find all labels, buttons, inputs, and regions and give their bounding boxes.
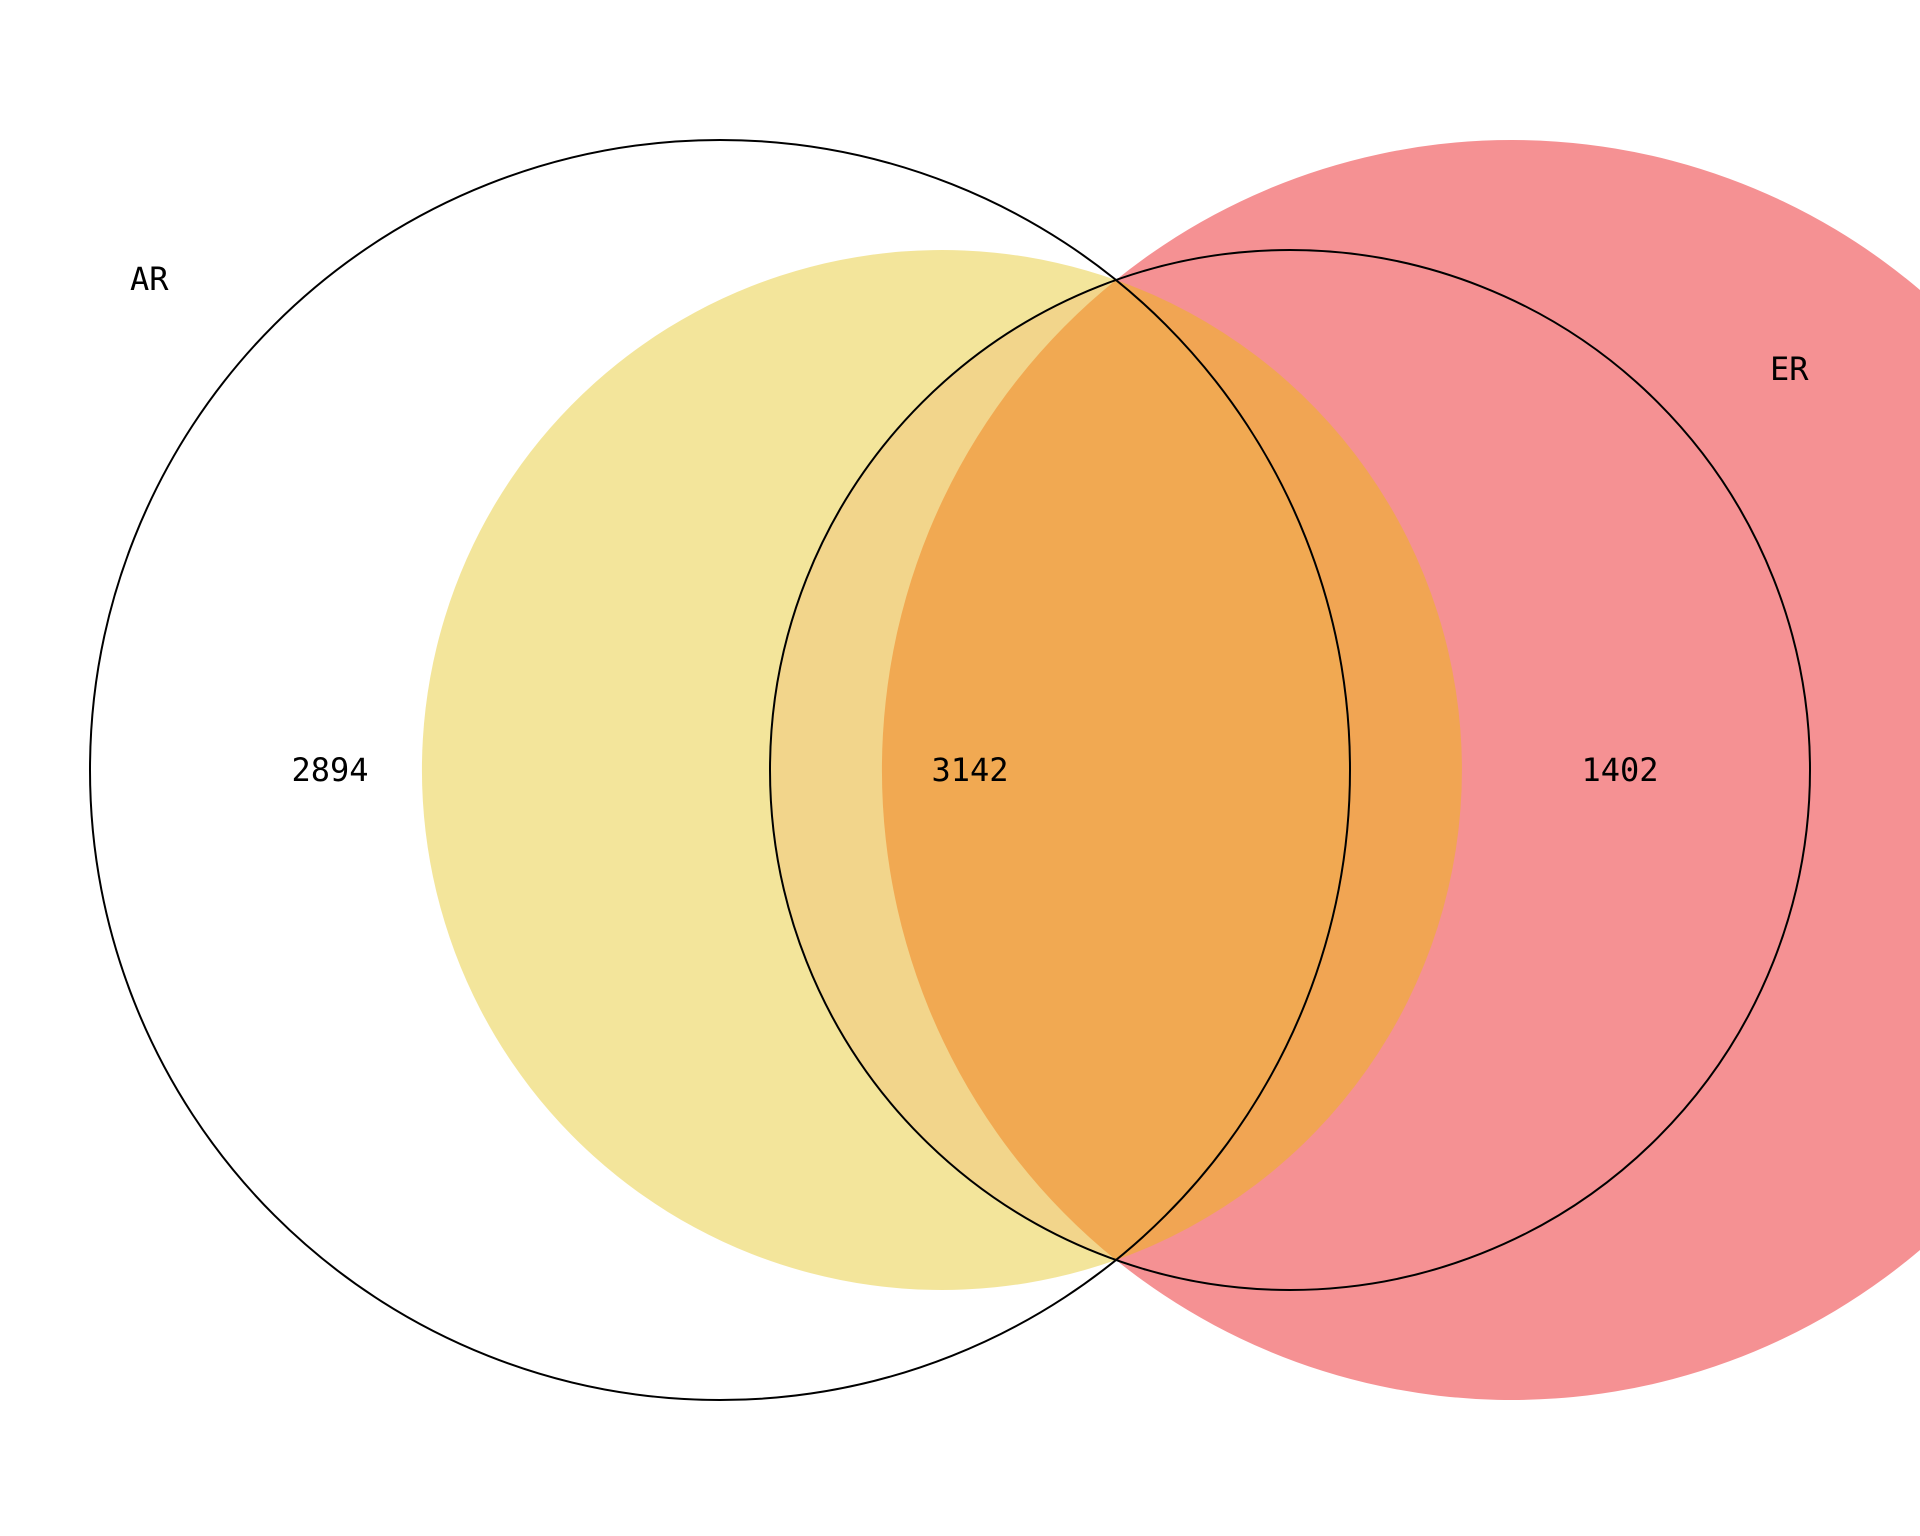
set-b-label: ER xyxy=(1770,350,1809,388)
set-a-label: AR xyxy=(130,260,169,298)
venn-diagram: AR ER 2894 1402 3142 xyxy=(0,0,1920,1536)
set-a-only-value: 2894 xyxy=(291,751,368,789)
set-b-only-value: 1402 xyxy=(1581,751,1658,789)
intersection-value: 3142 xyxy=(931,751,1008,789)
